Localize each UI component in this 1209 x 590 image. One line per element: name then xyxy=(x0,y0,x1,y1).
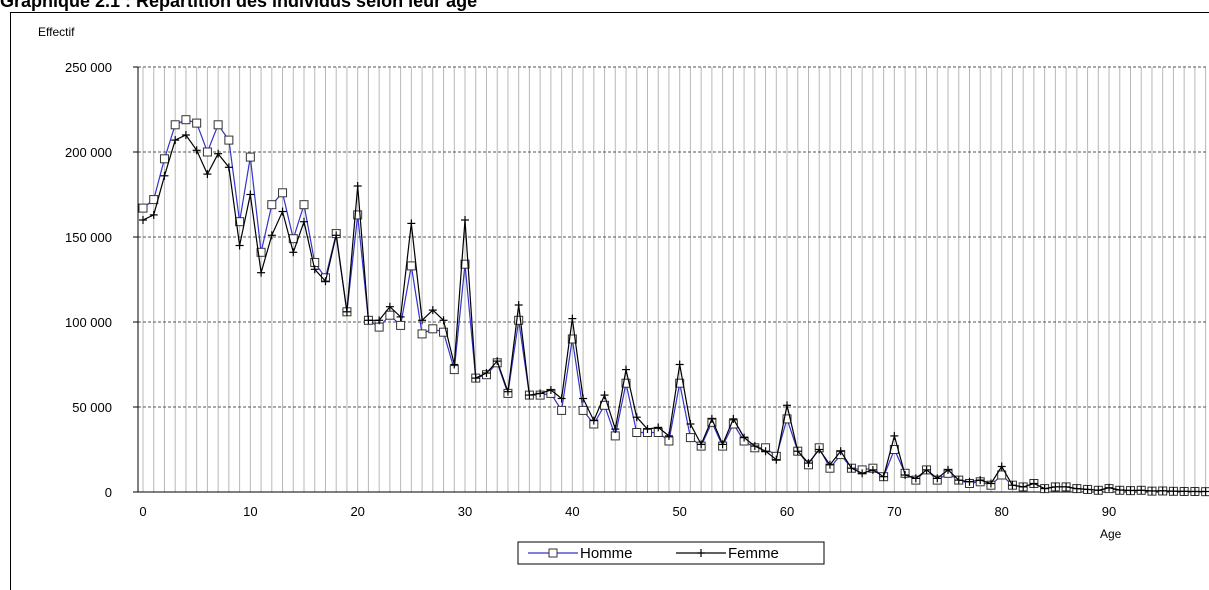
data-point-homme xyxy=(224,135,234,145)
x-axis-title: Age xyxy=(1100,527,1122,541)
data-point-homme xyxy=(213,120,223,130)
series-line-femme xyxy=(142,134,1206,493)
data-point-homme xyxy=(567,334,577,344)
data-point-homme xyxy=(685,433,695,443)
x-tick-label: 10 xyxy=(243,504,257,519)
data-point-homme xyxy=(278,188,288,198)
series-femme xyxy=(139,131,1209,496)
data-point-homme xyxy=(406,261,416,271)
data-point-homme xyxy=(417,329,427,339)
legend-marker-homme xyxy=(548,548,558,558)
x-tick-label: 70 xyxy=(887,504,901,519)
chart-frame xyxy=(10,12,1209,590)
data-point-homme xyxy=(396,320,406,330)
x-tick-label: 40 xyxy=(565,504,579,519)
x-tick-label: 0 xyxy=(139,504,146,519)
data-point-homme xyxy=(439,327,449,337)
series-line-homme xyxy=(142,119,1206,493)
data-point-homme xyxy=(632,428,642,437)
data-point-homme xyxy=(621,378,631,388)
legend-label-homme: Homme xyxy=(580,545,633,562)
data-point-homme xyxy=(159,154,169,164)
series-layer xyxy=(138,115,1209,497)
data-point-homme xyxy=(192,118,202,128)
grid-layer xyxy=(138,66,1207,492)
x-tick-label: 60 xyxy=(780,504,794,519)
data-point-homme xyxy=(460,259,470,269)
data-point-homme xyxy=(138,203,148,213)
data-point-homme xyxy=(385,310,395,320)
data-point-homme xyxy=(557,405,567,415)
y-tick-label: 200 000 xyxy=(65,145,112,160)
data-point-homme xyxy=(170,120,180,130)
data-point-homme xyxy=(997,470,1007,480)
y-tick-label: 50 000 xyxy=(72,400,112,415)
y-tick-label: 0 xyxy=(105,485,112,500)
chart-legend: Homme Femme xyxy=(517,541,825,565)
data-point-homme xyxy=(299,200,309,210)
x-tick-label: 50 xyxy=(672,504,686,519)
x-tick-label: 80 xyxy=(994,504,1008,519)
axis-layer: 0 50 000 100 000 150 000 200 000 250 000 0 10 20… xyxy=(65,60,1206,519)
data-point-homme xyxy=(428,324,438,334)
y-tick-label: 250 000 xyxy=(65,60,112,75)
data-point-homme xyxy=(235,217,245,227)
data-point-homme xyxy=(514,315,524,325)
chart-title: Graphique 2.1 : Répartition des individu… xyxy=(0,0,478,11)
legend-label-femme: Femme xyxy=(728,545,779,562)
data-point-homme xyxy=(181,115,191,125)
data-point-homme xyxy=(353,210,363,220)
data-point-homme xyxy=(202,147,212,157)
data-point-homme xyxy=(374,322,384,332)
legend-box xyxy=(517,541,825,565)
data-point-homme xyxy=(245,152,255,162)
data-point-homme xyxy=(267,200,277,210)
data-point-homme xyxy=(578,405,588,415)
series-homme xyxy=(138,115,1209,497)
x-tick-label: 90 xyxy=(1102,504,1116,519)
y-axis-title: Effectif xyxy=(38,25,75,39)
data-point-homme xyxy=(782,414,792,424)
y-tick-label: 100 000 xyxy=(65,315,112,330)
x-tick-label: 20 xyxy=(350,504,364,519)
data-point-homme xyxy=(675,378,685,388)
x-tick-label: 30 xyxy=(458,504,472,519)
data-point-homme xyxy=(256,247,266,257)
y-tick-label: 150 000 xyxy=(65,230,112,245)
